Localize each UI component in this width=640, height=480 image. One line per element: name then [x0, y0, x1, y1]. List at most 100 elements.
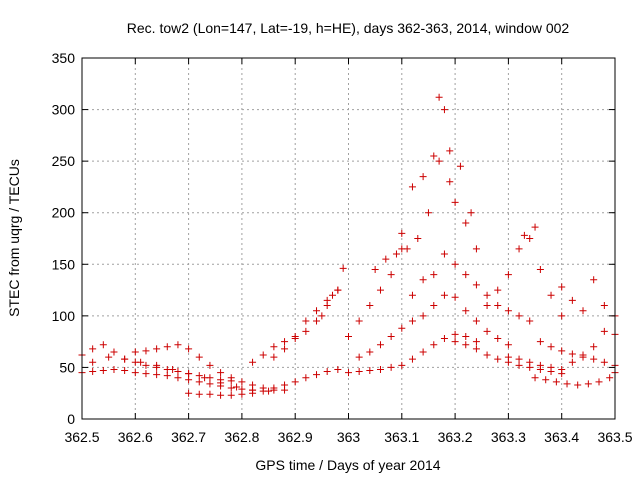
data-point — [558, 283, 566, 291]
data-point — [568, 350, 576, 358]
data-point — [600, 358, 608, 366]
series-sat-k — [371, 147, 475, 273]
data-point — [515, 361, 523, 369]
data-point — [99, 367, 107, 375]
data-point — [302, 327, 310, 335]
data-point — [270, 353, 278, 361]
x-tick-label: 363.5 — [597, 429, 632, 445]
data-point — [494, 302, 502, 310]
data-point — [206, 361, 214, 369]
data-point — [552, 378, 560, 386]
data-point — [526, 317, 534, 325]
data-point — [472, 281, 480, 289]
data-point — [526, 358, 534, 366]
data-point — [329, 291, 337, 299]
data-point — [313, 317, 321, 325]
data-point — [142, 361, 150, 369]
data-point — [227, 384, 235, 392]
data-point — [424, 209, 432, 217]
data-point — [376, 286, 384, 294]
data-point — [579, 353, 587, 361]
data-point — [238, 378, 246, 386]
data-point — [249, 389, 257, 397]
data-point — [195, 353, 203, 361]
data-point — [494, 355, 502, 363]
data-point — [504, 353, 512, 361]
data-point — [536, 361, 544, 369]
data-point — [302, 317, 310, 325]
data-point — [483, 327, 491, 335]
data-point — [600, 302, 608, 310]
data-point — [584, 380, 592, 388]
data-point — [408, 291, 416, 299]
data-point — [153, 371, 161, 379]
data-point — [574, 381, 582, 389]
data-point — [558, 347, 566, 355]
x-axis-label: GPS time / Days of year 2014 — [255, 457, 440, 473]
data-point — [153, 345, 161, 353]
data-point — [430, 302, 438, 310]
series-sat-g — [270, 286, 342, 361]
data-point — [105, 353, 113, 361]
data-point — [483, 302, 491, 310]
data-point — [451, 330, 459, 338]
data-point — [419, 348, 427, 356]
data-point — [206, 380, 214, 388]
data-point — [515, 245, 523, 253]
data-point — [345, 332, 352, 340]
y-tick-label: 300 — [52, 102, 76, 118]
data-point — [451, 198, 459, 206]
data-point — [435, 93, 443, 101]
data-point — [440, 106, 448, 114]
data-point — [270, 384, 278, 392]
data-point — [313, 307, 321, 315]
data-point — [440, 335, 448, 343]
data-point — [318, 312, 326, 320]
data-point — [110, 348, 118, 356]
data-point — [398, 361, 406, 369]
data-point — [472, 345, 480, 353]
data-point — [121, 355, 129, 363]
data-point — [334, 286, 342, 294]
x-tick-label: 362.5 — [64, 429, 99, 445]
data-point — [494, 335, 502, 343]
data-point — [217, 369, 225, 377]
data-point — [291, 378, 299, 386]
data-point — [430, 271, 438, 279]
chart-title: Rec. tow2 (Lon=147, Lat=-19, h=HE), days… — [127, 20, 570, 36]
data-point — [174, 368, 182, 376]
data-point — [435, 157, 443, 165]
data-point — [89, 368, 97, 376]
data-point — [89, 345, 97, 353]
data-point — [185, 370, 193, 378]
series-sat-h — [318, 245, 406, 340]
data-point — [462, 341, 470, 349]
data-point — [206, 390, 214, 398]
data-point — [606, 374, 614, 382]
y-tick-label: 250 — [52, 153, 76, 169]
data-point — [131, 369, 139, 377]
data-point — [408, 355, 416, 363]
data-point — [376, 341, 384, 349]
data-point — [371, 265, 379, 273]
data-point — [547, 363, 555, 371]
data-point — [462, 271, 470, 279]
data-point — [323, 296, 331, 304]
data-point — [259, 387, 267, 395]
y-tick-label: 350 — [52, 50, 76, 66]
data-point — [313, 371, 321, 379]
data-point — [281, 345, 289, 353]
y-tick-label: 50 — [59, 359, 75, 375]
x-tick-label: 363.1 — [384, 429, 419, 445]
data-point — [526, 235, 534, 242]
data-point — [531, 223, 539, 231]
data-point — [408, 317, 416, 325]
data-point — [472, 317, 480, 325]
data-point — [217, 379, 225, 387]
x-tick-label: 363.2 — [438, 429, 473, 445]
data-point — [414, 235, 422, 242]
data-point — [163, 343, 171, 351]
data-point — [195, 372, 203, 380]
data-point — [387, 363, 395, 371]
data-point — [323, 368, 331, 376]
